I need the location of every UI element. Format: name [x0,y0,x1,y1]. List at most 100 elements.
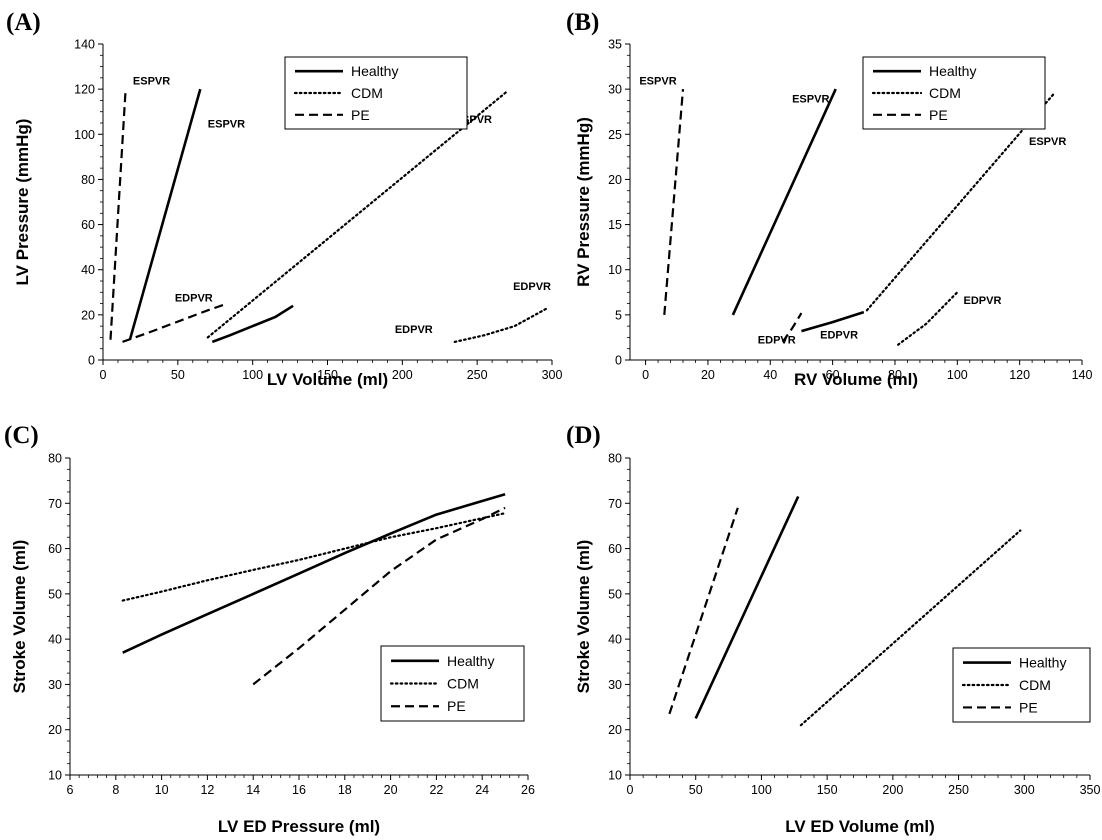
x-tick-label: 8 [112,783,119,797]
y-tick-label: 40 [48,633,62,647]
x-axis-label: RV Volume (ml) [794,370,918,389]
legend-box [952,647,1091,723]
x-tick-label: 300 [1014,783,1035,797]
legend: Healthy CDM PE [862,56,1046,130]
legend-label: PE [929,107,948,123]
chart-panel-4: (D) 0 50 100 150 200 250 300 350 10 20 30 40 50 60 70 80… [566,422,1100,836]
panel-letter: (C) [4,422,39,449]
series-line-cdm [896,291,959,346]
panel-letter: (B) [566,9,599,36]
legend-label: CDM [351,85,383,101]
y-tick-label: 70 [608,497,622,511]
x-tick-label: 60 [826,368,840,382]
x-tick-label: 150 [817,783,838,797]
y-axis-label: LV Pressure (mmHg) [13,119,32,286]
x-tick-label: 200 [392,368,413,382]
x-tick-label: 14 [246,783,260,797]
legend: Healthy CDM PE [380,645,525,722]
y-tick-label: 100 [74,128,95,142]
curve-annotation: ESPVR [639,76,676,88]
x-tick-label: 0 [100,368,107,382]
curve-annotation: EDPVR [513,281,551,293]
legend: Healthy CDM PE [284,56,468,130]
chart-panel-1: (A) 0 50 100 150 200 250 300 0 20 40 60 80 100 120 140 L… [6,9,562,389]
x-tick-label: 200 [882,783,903,797]
x-tick-label: 300 [542,368,563,382]
series-line-cdm [865,92,1056,312]
y-tick-label: 40 [81,263,95,277]
curve-annotation: EDPVR [964,295,1002,307]
x-tick-label: 100 [751,783,772,797]
y-tick-label: 50 [48,587,62,601]
legend-label: Healthy [447,653,494,669]
y-tick-label: 0 [88,354,95,368]
x-tick-label: 20 [384,783,398,797]
y-tick-label: 10 [608,769,622,783]
x-tick-label: 6 [67,783,74,797]
panel-letter: (D) [566,422,601,449]
curve-annotation: ESPVR [1029,136,1066,148]
series-line-cdm [206,90,509,339]
y-tick-label: 70 [48,497,62,511]
x-tick-label: 0 [642,368,649,382]
x-axis-label: LV ED Volume (ml) [785,817,935,836]
series-line-pe [109,91,127,340]
legend-label: Healthy [929,63,976,79]
x-axis-label: LV Volume (ml) [267,370,388,389]
panel-letter: (A) [6,9,41,36]
series-line-pe [781,312,803,343]
curve-annotation: EDPVR [758,335,796,347]
x-tick-label: 24 [475,783,489,797]
series-line-healthy [731,88,837,316]
x-tick-label: 120 [1009,368,1030,382]
y-tick-label: 140 [74,38,95,52]
y-tick-label: 20 [48,723,62,737]
y-tick-label: 20 [81,308,95,322]
legend-label: CDM [929,85,961,101]
y-tick-label: 20 [608,173,622,187]
curve-annotation: EDPVR [820,329,858,341]
curve-annotation: ESPVR [792,94,829,106]
series-line-healthy [211,304,294,344]
y-tick-label: 20 [608,723,622,737]
x-tick-label: 250 [948,783,969,797]
legend-label: PE [1019,699,1038,715]
y-tick-label: 15 [608,218,622,232]
y-tick-label: 30 [608,83,622,97]
x-tick-label: 50 [171,368,185,382]
y-axis-label: Stroke Volume (ml) [574,540,593,694]
legend-label: CDM [1019,677,1051,693]
legend-label: PE [351,107,370,123]
y-tick-label: 30 [608,678,622,692]
y-axis-label: RV Pressure (mmHg) [574,117,593,287]
y-tick-label: 25 [608,128,622,142]
y-tick-label: 35 [608,38,622,52]
y-tick-label: 80 [608,452,622,466]
x-tick-label: 40 [763,368,777,382]
y-tick-label: 10 [48,769,62,783]
x-tick-label: 18 [338,783,352,797]
curve-annotation: EDPVR [175,292,213,304]
x-tick-label: 10 [155,783,169,797]
x-tick-label: 22 [429,783,443,797]
chart-panel-2: (B) 0 20 40 60 80 100 120 140 0 5 10 15 20 25 30 35 RV Vo… [566,9,1092,389]
x-tick-label: 150 [317,368,338,382]
x-tick-label: 100 [242,368,263,382]
series-line-healthy [122,492,506,654]
x-tick-label: 350 [1080,783,1101,797]
chart-panel-3: (C) 6 8 10 12 14 16 18 20 22 24 26 10 20 30 40 50 60 70 80 L… [4,422,535,836]
series-line-pe [663,89,685,315]
x-tick-label: 250 [467,368,488,382]
y-tick-label: 80 [81,173,95,187]
curve-annotation: EDPVR [395,324,433,336]
y-tick-label: 60 [608,542,622,556]
x-tick-label: 140 [1072,368,1093,382]
series-line-healthy [694,495,800,719]
x-tick-label: 100 [947,368,968,382]
x-axis-label: LV ED Pressure (ml) [218,817,380,836]
x-tick-label: 16 [292,783,306,797]
series-line-pe [122,302,228,343]
x-tick-label: 50 [689,783,703,797]
series-line-cdm [453,307,549,343]
